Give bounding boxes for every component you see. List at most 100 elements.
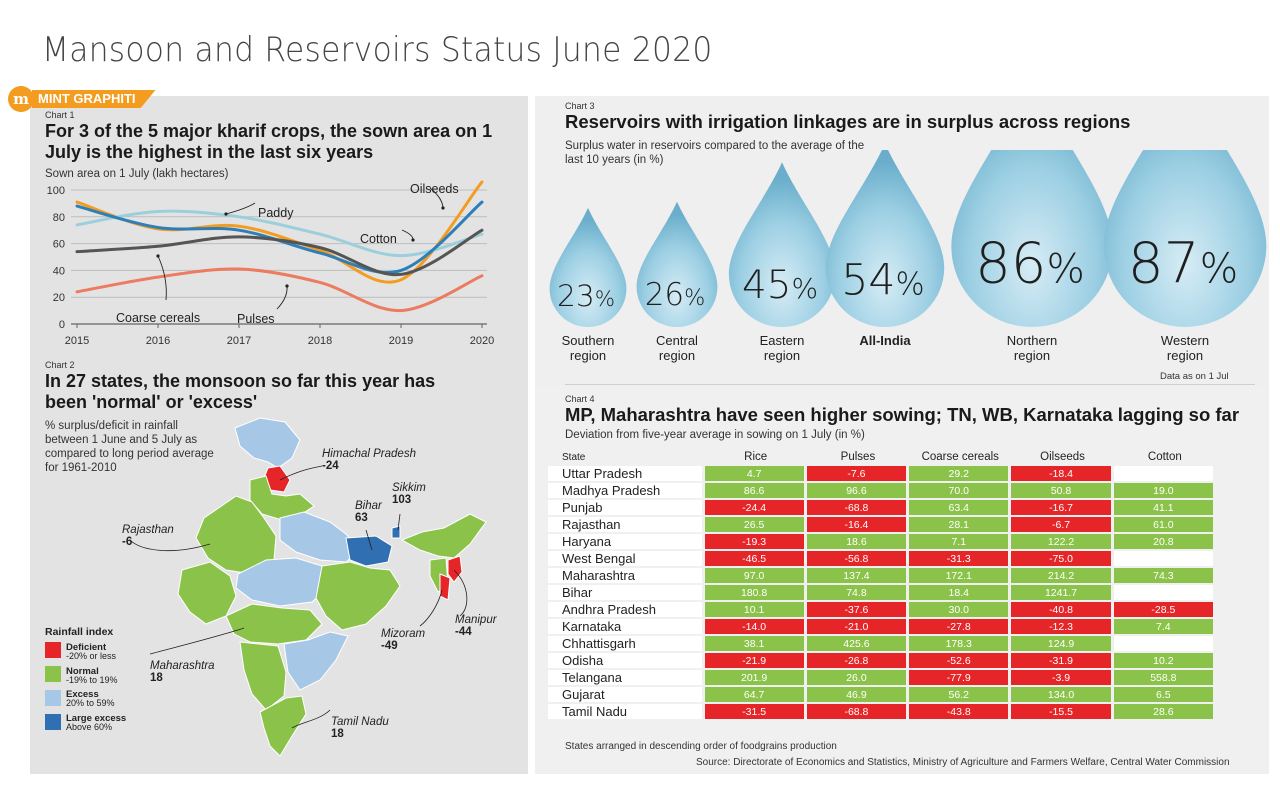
callout-sikkim: Sikkim 103 <box>392 482 426 506</box>
value-cell-positive: 425.6 <box>806 636 910 651</box>
series-label-leader <box>401 229 414 241</box>
chart3-title: Reservoirs with irrigation linkages are … <box>565 111 1131 132</box>
state-name-cell: Telangana <box>548 670 705 685</box>
value-cell-positive: 70.0 <box>909 483 1012 498</box>
region-label: Central <box>656 333 698 348</box>
table-row: Rajasthan 26.5 -16.4 28.1 -6.7 61.0 <box>548 517 1216 532</box>
reservoir-drop <box>825 150 945 327</box>
value-cell-positive: 74.8 <box>806 585 910 600</box>
divider <box>565 384 1255 385</box>
value-cell-negative: -21.9 <box>704 653 807 668</box>
col-header-rice: Rice <box>744 451 768 463</box>
table-row: Odisha -21.9 -26.8 -52.6 -31.9 10.2 <box>548 653 1216 668</box>
x-tick-label: 2017 <box>227 335 251 347</box>
map-region-sikkim <box>391 525 401 539</box>
x-tick-label: 2018 <box>308 335 332 347</box>
value-cell-positive: 96.6 <box>806 483 910 498</box>
value-cell-positive: 558.8 <box>1113 670 1216 685</box>
line-chart: 0 20 40 60 80 100 2015 2016 2017 2018 2019 2020 Oils… <box>47 180 494 347</box>
value-cell-negative: -52.6 <box>909 653 1012 668</box>
col-header-state: State <box>562 451 586 463</box>
reservoir-drop <box>951 150 1113 327</box>
table-row: Chhattisgarh 38.1 425.6 178.3 124.9 <box>548 636 1216 651</box>
value-cell-positive: 7.1 <box>909 534 1012 549</box>
value-cell-positive: 172.1 <box>909 568 1012 583</box>
table-row: Maharashtra 97.0 137.4 172.1 214.2 74.3 <box>548 568 1216 583</box>
value-cell-negative: -26.8 <box>806 653 910 668</box>
chart1-title: For 3 of the 5 major kharif crops, the s… <box>45 121 493 162</box>
series-label-arrowhead <box>224 212 228 216</box>
col-header-pulses: Pulses <box>840 451 876 463</box>
value-cell-negative: -56.8 <box>806 551 910 566</box>
series-label-arrowhead <box>285 284 289 288</box>
series-label-leader <box>157 255 167 301</box>
value-cell-negative: -77.9 <box>909 670 1012 685</box>
y-tick-label: 0 <box>59 319 65 331</box>
y-tick-label: 100 <box>47 185 65 197</box>
value-cell-negative: -18.4 <box>1011 466 1114 481</box>
table-row: Tamil Nadu -31.5 -68.8 -43.8 -15.5 28.6 <box>548 704 1216 719</box>
value-cell-positive: 38.1 <box>704 636 807 651</box>
brand-tag: MINT GRAPHITI <box>32 90 156 108</box>
series-label: Pulses <box>237 312 275 326</box>
value-cell-negative: -15.5 <box>1011 704 1114 719</box>
chart3-label: Chart 3 <box>565 101 595 111</box>
state-name-cell: Tamil Nadu <box>548 704 705 719</box>
x-tick-label: 2020 <box>470 335 494 347</box>
map-region-gujarat <box>177 561 237 625</box>
series-label-leader <box>276 285 288 310</box>
source-note: Source: Directorate of Economics and Sta… <box>696 757 1230 768</box>
legend-excess: Excess 20% to 59% <box>66 689 115 708</box>
reservoir-drop <box>728 162 836 327</box>
y-tick-label: 80 <box>53 212 65 224</box>
y-tick-label: 20 <box>53 292 65 304</box>
value-cell-positive: 97.0 <box>704 568 807 583</box>
value-cell-positive: 61.0 <box>1113 517 1216 532</box>
value-cell-positive: 18.4 <box>909 585 1012 600</box>
state-name-cell: Madhya Pradesh <box>548 483 705 498</box>
state-name-cell: Haryana <box>548 534 705 549</box>
table-row: Bihar 180.8 74.8 18.4 1241.7 <box>548 585 1216 600</box>
table-row: Gujarat 64.7 46.9 56.2 134.0 6.5 <box>548 687 1216 702</box>
reservoir-drops-chart: 23%Southernregion26%Centralregion45%East… <box>549 150 1267 363</box>
chart2-title: In 27 states, the monsoon so far this ye… <box>45 371 436 412</box>
value-cell-positive: 56.2 <box>909 687 1012 702</box>
callout-himachal: Himachal Pradesh -24 <box>322 448 416 472</box>
callout-rajasthan: Rajasthan -6 <box>122 524 174 548</box>
table-row: Uttar Pradesh 4.7 -7.6 29.2 -18.4 <box>548 466 1216 481</box>
state-name-cell: West Bengal <box>548 551 705 566</box>
value-cell-positive: 26.5 <box>704 517 807 532</box>
value-cell-positive: 63.4 <box>909 500 1012 515</box>
legend-title: Rainfall index <box>45 626 114 638</box>
region-label: Northern <box>1007 333 1058 348</box>
state-name-cell: Bihar <box>548 585 705 600</box>
value-cell-negative: -31.3 <box>909 551 1012 566</box>
table-row: Madhya Pradesh 86.6 96.6 70.0 50.8 19.0 <box>548 483 1216 498</box>
value-cell-negative: -28.5 <box>1113 602 1216 617</box>
state-name-cell: Rajasthan <box>548 517 705 532</box>
region-label: Southern <box>562 333 615 348</box>
chart3-subtitle: Surplus water in reservoirs compared to … <box>565 140 865 166</box>
region-label: region <box>1167 348 1203 363</box>
callout-maharashtra: Maharashtra 18 <box>150 660 215 684</box>
col-header-oilseeds: Oilseeds <box>1040 451 1085 463</box>
value-cell-negative: -16.7 <box>1011 500 1114 515</box>
reservoir-drop <box>636 201 718 327</box>
value-cell-positive: 41.1 <box>1113 500 1216 515</box>
value-cell-positive: 134.0 <box>1011 687 1114 702</box>
state-name-cell: Odisha <box>548 653 705 668</box>
legend-swatch-deficient <box>45 642 61 658</box>
drop-value-label: 45% <box>742 263 818 308</box>
map-region-south <box>259 695 307 757</box>
empty-cell <box>1113 585 1216 600</box>
value-cell-positive: 137.4 <box>806 568 910 583</box>
chart3-note: Data as on 1 Jul <box>1160 371 1229 382</box>
map-region-northeast <box>400 513 487 559</box>
value-cell-positive: 214.2 <box>1011 568 1114 583</box>
legend-swatch-large-excess <box>45 714 61 730</box>
value-cell-positive: 18.6 <box>806 534 910 549</box>
region-label: region <box>1014 348 1050 363</box>
state-name-cell: Gujarat <box>548 687 705 702</box>
reservoir-drop <box>1103 150 1267 327</box>
value-cell-positive: 26.0 <box>806 670 910 685</box>
